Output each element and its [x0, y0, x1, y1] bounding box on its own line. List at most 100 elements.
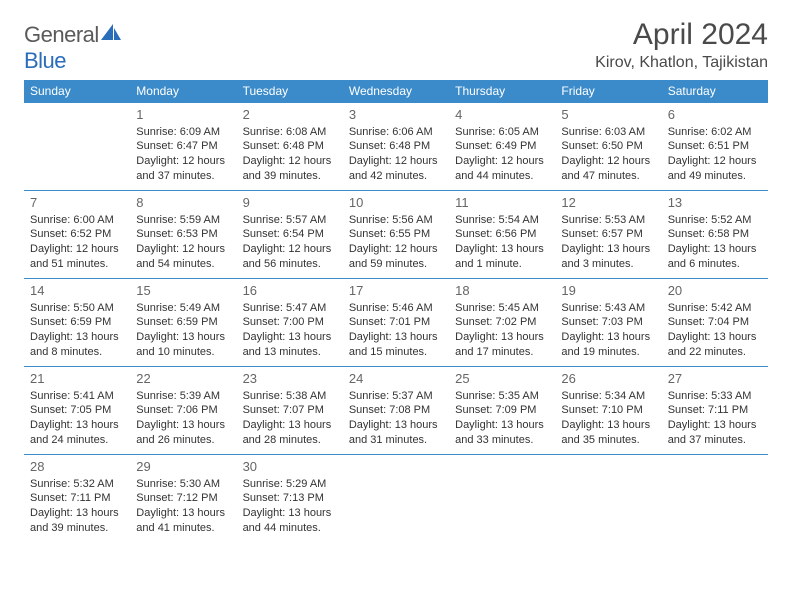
daylight-line: Daylight: 13 hours and 13 minutes. [243, 330, 337, 360]
sunrise-line: Sunrise: 5:45 AM [455, 301, 549, 316]
weekday-header: Tuesday [237, 80, 343, 103]
sunset-line: Sunset: 6:49 PM [455, 139, 549, 154]
calendar-week-row: 28Sunrise: 5:32 AMSunset: 7:11 PMDayligh… [24, 455, 768, 543]
calendar-head: SundayMondayTuesdayWednesdayThursdayFrid… [24, 80, 768, 103]
sunrise-line: Sunrise: 5:46 AM [349, 301, 443, 316]
daylight-line: Daylight: 13 hours and 37 minutes. [668, 418, 762, 448]
sunset-line: Sunset: 7:05 PM [30, 403, 124, 418]
sunrise-line: Sunrise: 5:42 AM [668, 301, 762, 316]
brand-logo: GeneralBlue [24, 22, 123, 74]
sail-icon [101, 22, 123, 48]
daylight-line: Daylight: 13 hours and 1 minute. [455, 242, 549, 272]
day-number: 11 [455, 194, 549, 212]
sunset-line: Sunset: 6:55 PM [349, 227, 443, 242]
day-number: 20 [668, 282, 762, 300]
sunset-line: Sunset: 7:10 PM [561, 403, 655, 418]
daylight-line: Daylight: 13 hours and 44 minutes. [243, 506, 337, 536]
day-number: 29 [136, 458, 230, 476]
day-number: 28 [30, 458, 124, 476]
calendar-cell [555, 455, 661, 543]
sunset-line: Sunset: 7:04 PM [668, 315, 762, 330]
sunrise-line: Sunrise: 5:56 AM [349, 213, 443, 228]
day-number: 22 [136, 370, 230, 388]
daylight-line: Daylight: 13 hours and 39 minutes. [30, 506, 124, 536]
sunset-line: Sunset: 7:06 PM [136, 403, 230, 418]
day-number: 26 [561, 370, 655, 388]
day-number: 6 [668, 106, 762, 124]
day-number: 27 [668, 370, 762, 388]
daylight-line: Daylight: 12 hours and 56 minutes. [243, 242, 337, 272]
sunset-line: Sunset: 6:47 PM [136, 139, 230, 154]
sunset-line: Sunset: 6:53 PM [136, 227, 230, 242]
calendar-cell: 24Sunrise: 5:37 AMSunset: 7:08 PMDayligh… [343, 367, 449, 455]
sunset-line: Sunset: 7:01 PM [349, 315, 443, 330]
sunrise-line: Sunrise: 5:52 AM [668, 213, 762, 228]
sunrise-line: Sunrise: 5:35 AM [455, 389, 549, 404]
calendar-cell: 21Sunrise: 5:41 AMSunset: 7:05 PMDayligh… [24, 367, 130, 455]
calendar-cell: 29Sunrise: 5:30 AMSunset: 7:12 PMDayligh… [130, 455, 236, 543]
calendar-body: 1Sunrise: 6:09 AMSunset: 6:47 PMDaylight… [24, 103, 768, 543]
sunrise-line: Sunrise: 5:49 AM [136, 301, 230, 316]
sunrise-line: Sunrise: 5:34 AM [561, 389, 655, 404]
daylight-line: Daylight: 12 hours and 37 minutes. [136, 154, 230, 184]
daylight-line: Daylight: 12 hours and 59 minutes. [349, 242, 443, 272]
calendar-cell: 12Sunrise: 5:53 AMSunset: 6:57 PMDayligh… [555, 191, 661, 279]
calendar-cell: 1Sunrise: 6:09 AMSunset: 6:47 PMDaylight… [130, 103, 236, 191]
sunset-line: Sunset: 6:51 PM [668, 139, 762, 154]
calendar-cell: 6Sunrise: 6:02 AMSunset: 6:51 PMDaylight… [662, 103, 768, 191]
sunrise-line: Sunrise: 6:00 AM [30, 213, 124, 228]
day-number: 10 [349, 194, 443, 212]
calendar-cell: 10Sunrise: 5:56 AMSunset: 6:55 PMDayligh… [343, 191, 449, 279]
sunset-line: Sunset: 6:58 PM [668, 227, 762, 242]
sunrise-line: Sunrise: 6:06 AM [349, 125, 443, 140]
sunrise-line: Sunrise: 6:03 AM [561, 125, 655, 140]
calendar-cell: 4Sunrise: 6:05 AMSunset: 6:49 PMDaylight… [449, 103, 555, 191]
daylight-line: Daylight: 13 hours and 22 minutes. [668, 330, 762, 360]
day-number: 3 [349, 106, 443, 124]
sunrise-line: Sunrise: 5:53 AM [561, 213, 655, 228]
day-number: 15 [136, 282, 230, 300]
calendar-cell: 19Sunrise: 5:43 AMSunset: 7:03 PMDayligh… [555, 279, 661, 367]
location-text: Kirov, Khatlon, Tajikistan [595, 54, 768, 72]
sunrise-line: Sunrise: 5:50 AM [30, 301, 124, 316]
sunrise-line: Sunrise: 5:41 AM [30, 389, 124, 404]
calendar-cell: 13Sunrise: 5:52 AMSunset: 6:58 PMDayligh… [662, 191, 768, 279]
brand-part1: General [24, 22, 99, 47]
calendar-cell: 26Sunrise: 5:34 AMSunset: 7:10 PMDayligh… [555, 367, 661, 455]
sunset-line: Sunset: 7:08 PM [349, 403, 443, 418]
sunrise-line: Sunrise: 5:32 AM [30, 477, 124, 492]
sunset-line: Sunset: 7:11 PM [668, 403, 762, 418]
daylight-line: Daylight: 13 hours and 35 minutes. [561, 418, 655, 448]
day-number: 8 [136, 194, 230, 212]
day-number: 25 [455, 370, 549, 388]
calendar-cell [449, 455, 555, 543]
sunrise-line: Sunrise: 5:47 AM [243, 301, 337, 316]
sunrise-line: Sunrise: 6:09 AM [136, 125, 230, 140]
calendar-week-row: 1Sunrise: 6:09 AMSunset: 6:47 PMDaylight… [24, 103, 768, 191]
sunset-line: Sunset: 7:12 PM [136, 491, 230, 506]
brand-part2: Blue [24, 48, 66, 73]
sunset-line: Sunset: 7:07 PM [243, 403, 337, 418]
calendar-cell: 16Sunrise: 5:47 AMSunset: 7:00 PMDayligh… [237, 279, 343, 367]
daylight-line: Daylight: 13 hours and 8 minutes. [30, 330, 124, 360]
sunset-line: Sunset: 7:03 PM [561, 315, 655, 330]
daylight-line: Daylight: 13 hours and 10 minutes. [136, 330, 230, 360]
calendar-table: SundayMondayTuesdayWednesdayThursdayFrid… [24, 80, 768, 543]
brand-text: GeneralBlue [24, 22, 123, 74]
daylight-line: Daylight: 13 hours and 3 minutes. [561, 242, 655, 272]
day-number: 2 [243, 106, 337, 124]
calendar-cell: 5Sunrise: 6:03 AMSunset: 6:50 PMDaylight… [555, 103, 661, 191]
daylight-line: Daylight: 13 hours and 26 minutes. [136, 418, 230, 448]
sunset-line: Sunset: 6:50 PM [561, 139, 655, 154]
weekday-header: Friday [555, 80, 661, 103]
sunset-line: Sunset: 6:57 PM [561, 227, 655, 242]
calendar-cell: 30Sunrise: 5:29 AMSunset: 7:13 PMDayligh… [237, 455, 343, 543]
calendar-cell [662, 455, 768, 543]
sunset-line: Sunset: 7:00 PM [243, 315, 337, 330]
weekday-header: Thursday [449, 80, 555, 103]
day-number: 14 [30, 282, 124, 300]
calendar-cell: 8Sunrise: 5:59 AMSunset: 6:53 PMDaylight… [130, 191, 236, 279]
sunrise-line: Sunrise: 5:57 AM [243, 213, 337, 228]
calendar-cell: 20Sunrise: 5:42 AMSunset: 7:04 PMDayligh… [662, 279, 768, 367]
day-number: 16 [243, 282, 337, 300]
